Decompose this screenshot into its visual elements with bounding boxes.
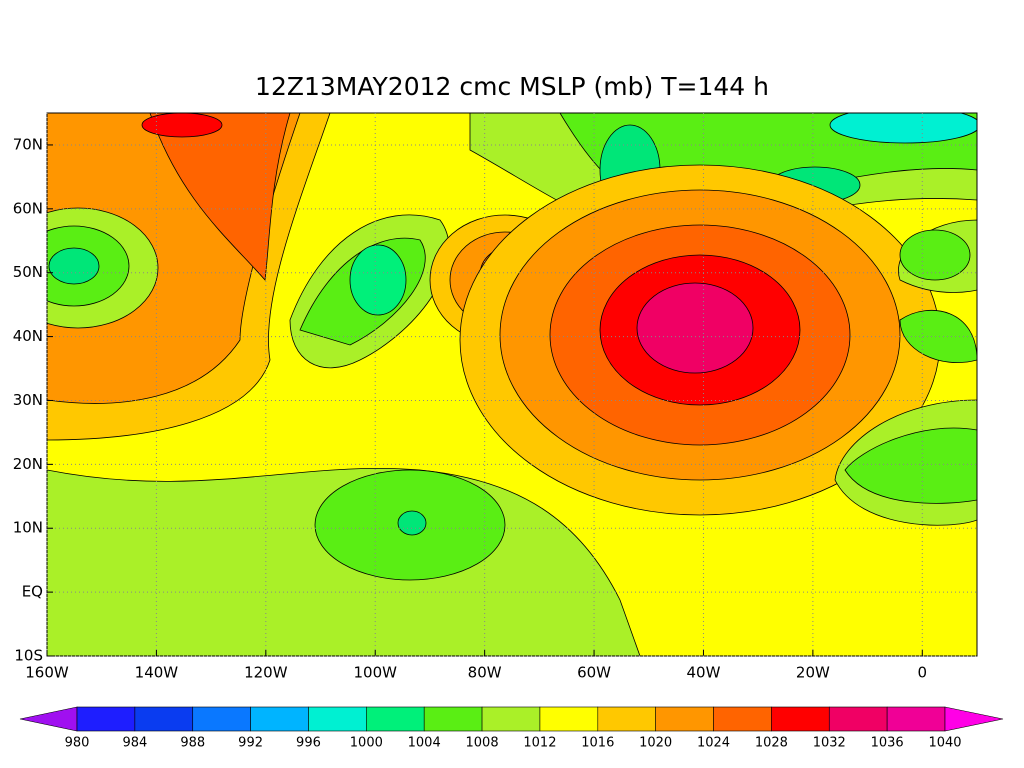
colorbar-label: 1020 [639, 736, 672, 751]
x-tick-label: 140W [135, 664, 179, 682]
x-tick-label: 0 [918, 664, 928, 682]
y-tick-label: 30N [13, 391, 43, 409]
colorbar-label: 984 [122, 736, 147, 751]
x-tick-label: 160W [25, 664, 69, 682]
colorbar-box [597, 706, 656, 732]
colorbar-box [366, 706, 425, 732]
y-tick-label: 60N [13, 199, 43, 217]
colorbar-label: 1016 [581, 736, 614, 751]
x-tick-label: 100W [354, 664, 398, 682]
y-tick-label: 10N [13, 519, 43, 537]
colorbar-label: 1008 [466, 736, 499, 751]
y-tick-label: 40N [13, 327, 43, 345]
pressure-field [47, 113, 977, 656]
colorbar-label: 1000 [350, 736, 383, 751]
colorbar-low-end [19, 706, 78, 732]
x-tick-label: 120W [244, 664, 288, 682]
colorbar-box [539, 706, 599, 732]
colorbar-label: 1032 [813, 736, 846, 751]
colorbar-high-end [944, 706, 1004, 732]
colorbar-label: 1004 [408, 736, 441, 751]
colorbar-label: 1028 [755, 736, 788, 751]
x-tick-label: 20W [796, 664, 830, 682]
colorbar-box [192, 706, 251, 732]
colorbar-label: 980 [65, 736, 90, 751]
x-tick-label: 60W [577, 664, 611, 682]
y-tick-label: 70N [13, 135, 43, 153]
colorbar-label: 1012 [523, 736, 556, 751]
colorbar-box [655, 706, 714, 732]
colorbar-label: 988 [180, 736, 205, 751]
colorbar-box [713, 706, 772, 732]
colorbar-label: 1036 [871, 736, 904, 751]
colorbar-box [481, 706, 541, 732]
x-tick-label: 80W [468, 664, 502, 682]
colorbar-box [134, 706, 194, 732]
map-title: 12Z13MAY2012 cmc MSLP (mb) T=144 h [255, 72, 769, 101]
x-tick-label: 40W [687, 664, 721, 682]
y-tick-label: 50N [13, 263, 43, 281]
colorbar-box [423, 706, 483, 732]
y-tick-label: 10S [14, 647, 43, 665]
colorbar-box [308, 706, 367, 732]
colorbar-label: 992 [238, 736, 263, 751]
colorbar-box [76, 706, 136, 732]
colorbar-label: 1040 [928, 736, 961, 751]
colorbar-label: 996 [296, 736, 321, 751]
colorbar-box [828, 706, 888, 732]
colorbar-box [771, 706, 830, 732]
y-tick-label: 20N [13, 455, 43, 473]
y-tick-label: EQ [22, 583, 43, 601]
colorbar-label: 1024 [697, 736, 730, 751]
colorbar-box [886, 706, 946, 732]
colorbar-box [250, 706, 309, 732]
